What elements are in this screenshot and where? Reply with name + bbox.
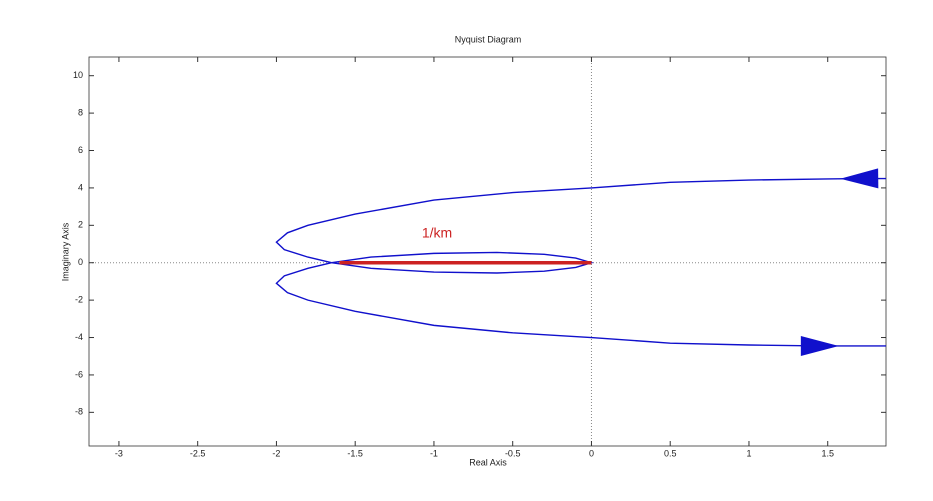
y-tick-label: 8 xyxy=(78,107,83,117)
chart-title: Nyquist Diagram xyxy=(455,34,522,44)
x-tick-label: -0.5 xyxy=(505,448,521,458)
y-tick-label: -4 xyxy=(75,332,83,342)
curve xyxy=(275,262,886,347)
y-tick-label: 2 xyxy=(78,220,83,230)
x-axis-label: Real Axis xyxy=(469,457,507,467)
curve xyxy=(331,251,594,274)
direction-arrow xyxy=(840,168,879,189)
x-tick-label: 0 xyxy=(589,448,594,458)
x-tick-label: -2.5 xyxy=(190,448,206,458)
y-tick-label: 6 xyxy=(78,145,83,155)
x-tick-label: 1 xyxy=(746,448,751,458)
x-tick-label: 0.5 xyxy=(664,448,677,458)
plot-frame xyxy=(88,56,887,447)
x-tick-label: -1.5 xyxy=(347,448,363,458)
y-tick-label: 10 xyxy=(73,70,83,80)
y-axis-label: Imaginary Axis xyxy=(60,222,70,281)
annotation: 1/km xyxy=(422,225,452,241)
y-tick-label: -6 xyxy=(75,369,83,379)
y-tick-label: 0 xyxy=(78,257,83,267)
x-tick-label: -3 xyxy=(115,448,123,458)
x-tick-label: -1 xyxy=(430,448,438,458)
y-tick-label: -8 xyxy=(75,407,83,417)
y-tick-label: -2 xyxy=(75,295,83,305)
direction-arrow xyxy=(800,335,839,356)
curve xyxy=(275,177,886,264)
y-tick-label: 4 xyxy=(78,182,83,192)
x-tick-label: 1.5 xyxy=(821,448,834,458)
x-tick-label: -2 xyxy=(272,448,280,458)
